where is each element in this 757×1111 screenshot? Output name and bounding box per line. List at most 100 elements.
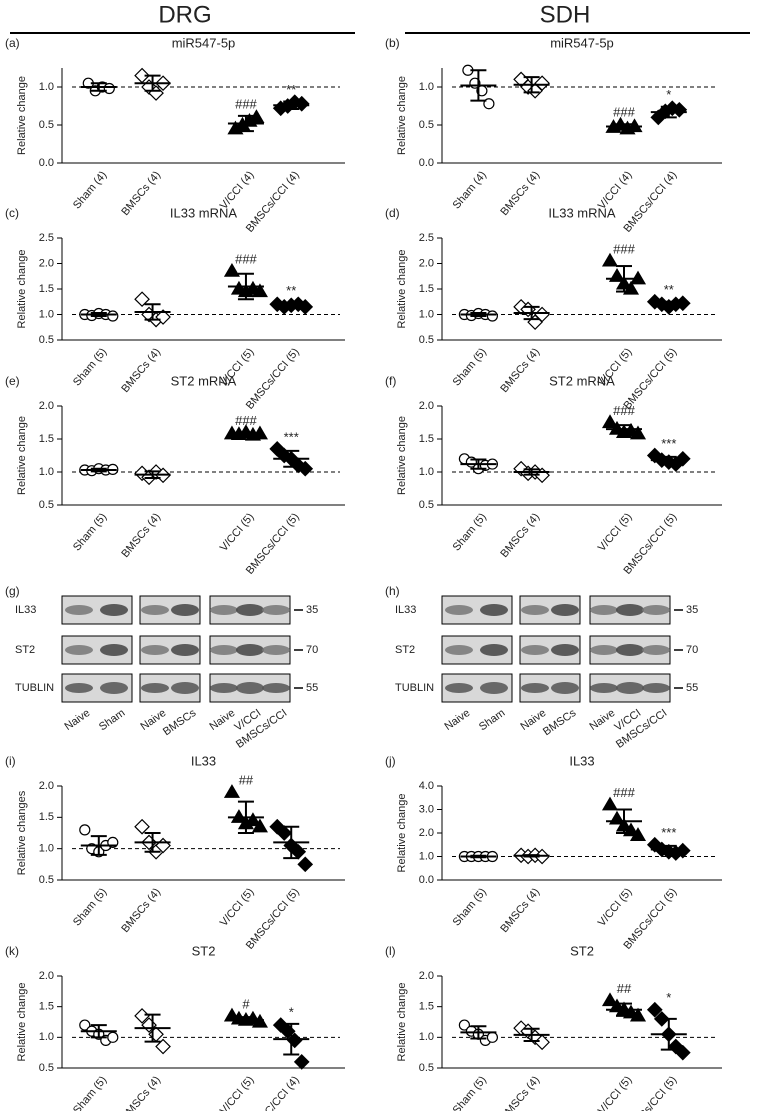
chart-title: IL33 [569, 753, 594, 768]
blot-band [642, 645, 670, 655]
panel-label: (h) [385, 584, 400, 598]
blot-band [65, 683, 93, 693]
y-tick-label: 0.5 [39, 119, 54, 131]
blot-band [445, 645, 473, 655]
data-point [629, 425, 647, 440]
y-tick-label: 2.0 [39, 400, 54, 412]
y-tick-label: 2.0 [419, 970, 434, 982]
panel-label: (k) [5, 944, 19, 958]
blot-band [141, 645, 169, 655]
blot-band [141, 683, 169, 693]
x-tick-label: Sham (5) [451, 346, 489, 388]
data-point [674, 295, 691, 312]
y-tick-label: 2.0 [39, 780, 54, 792]
size-label: 35 [686, 604, 698, 616]
blot-band [480, 682, 508, 694]
lane-label: BMSCs [541, 707, 579, 738]
data-point [134, 1008, 150, 1024]
x-tick-label: V/CCI (5) [596, 886, 635, 929]
data-point [601, 992, 619, 1007]
blot-row-label: IL33 [395, 604, 416, 616]
blot-row-label: TUBLIN [395, 682, 434, 694]
y-tick-label: 1.0 [419, 308, 434, 320]
x-tick-label: Sham (5) [451, 886, 489, 928]
y-tick-label: 1.0 [419, 850, 434, 862]
data-point [458, 1019, 470, 1031]
panel-label: (e) [5, 374, 20, 388]
panel-label: (f) [385, 374, 396, 388]
y-tick-label: 1.0 [419, 1031, 434, 1043]
data-point [251, 283, 268, 298]
y-tick-label: 1.5 [419, 433, 434, 445]
panel-label: (i) [5, 754, 16, 768]
blot-row-label: ST2 [395, 644, 415, 656]
blot-band [590, 605, 618, 615]
chart-title: ST2 mRNA [549, 373, 615, 388]
panel-label: (c) [5, 206, 19, 220]
blot-band [590, 645, 618, 655]
significance: *** [661, 825, 676, 840]
significance: ** [286, 283, 296, 298]
y-axis-label: Relative change [396, 794, 408, 873]
blot-band [642, 683, 670, 693]
x-tick-label: V/CCI (5) [218, 511, 257, 554]
y-tick-label: 1.0 [39, 81, 54, 93]
blot-band [171, 682, 199, 694]
x-tick-label: BMSCs (4) [498, 886, 542, 935]
data-point [297, 460, 314, 477]
column-header: SDH [540, 1, 591, 28]
significance: ## [617, 981, 632, 996]
data-point [107, 310, 119, 322]
chart-title: IL33 [191, 753, 216, 768]
data-point [534, 1034, 550, 1051]
data-point [155, 1038, 171, 1055]
lane-label: Naive [442, 707, 472, 733]
column-header: DRG [158, 1, 211, 28]
y-tick-label: 0.0 [419, 874, 434, 886]
blot-band [521, 605, 549, 615]
blot-band [100, 644, 128, 656]
significance: ### [235, 413, 257, 428]
blot-band [262, 683, 290, 693]
significance: * [289, 1004, 294, 1019]
data-point [223, 784, 240, 798]
y-tick-label: 2.0 [39, 970, 54, 982]
data-point [646, 1001, 663, 1018]
blot-band [210, 645, 238, 655]
panel-label: (j) [385, 754, 396, 768]
x-tick-label: Sham (4) [451, 169, 489, 211]
lane-label: BMSCs [161, 707, 199, 738]
y-tick-label: 0.0 [39, 157, 54, 169]
significance: ### [235, 96, 257, 111]
significance: ** [664, 282, 674, 297]
data-point [293, 1054, 310, 1070]
size-label: 70 [686, 644, 698, 656]
blot-band [521, 645, 549, 655]
significance: ## [239, 773, 254, 788]
y-tick-label: 0.5 [39, 874, 54, 886]
y-tick-label: 1.0 [39, 1031, 54, 1043]
significance: # [242, 996, 250, 1011]
y-tick-label: 2.0 [419, 257, 434, 269]
x-tick-label: V/CCI (5) [218, 1074, 257, 1111]
blot-band [616, 682, 644, 694]
y-tick-label: 1.5 [39, 283, 54, 295]
y-tick-label: 2.0 [419, 827, 434, 839]
blot-band [551, 644, 579, 656]
x-tick-label: BMSCs (4) [498, 346, 542, 395]
x-tick-label: BMSCs (4) [119, 1074, 163, 1111]
blot-band [236, 604, 264, 616]
blot-band [100, 604, 128, 616]
data-point [134, 818, 150, 835]
data-point [103, 82, 115, 95]
y-axis-label: Relative change [16, 983, 28, 1062]
y-tick-label: 1.0 [419, 81, 434, 93]
chart-title: IL33 mRNA [548, 205, 616, 220]
chart-title: ST2 [570, 943, 594, 958]
size-label: 55 [686, 682, 698, 694]
y-axis-label: Relative change [16, 76, 28, 155]
data-point [674, 842, 691, 859]
lane-label: Naive [207, 707, 237, 733]
blot-band [210, 683, 238, 693]
